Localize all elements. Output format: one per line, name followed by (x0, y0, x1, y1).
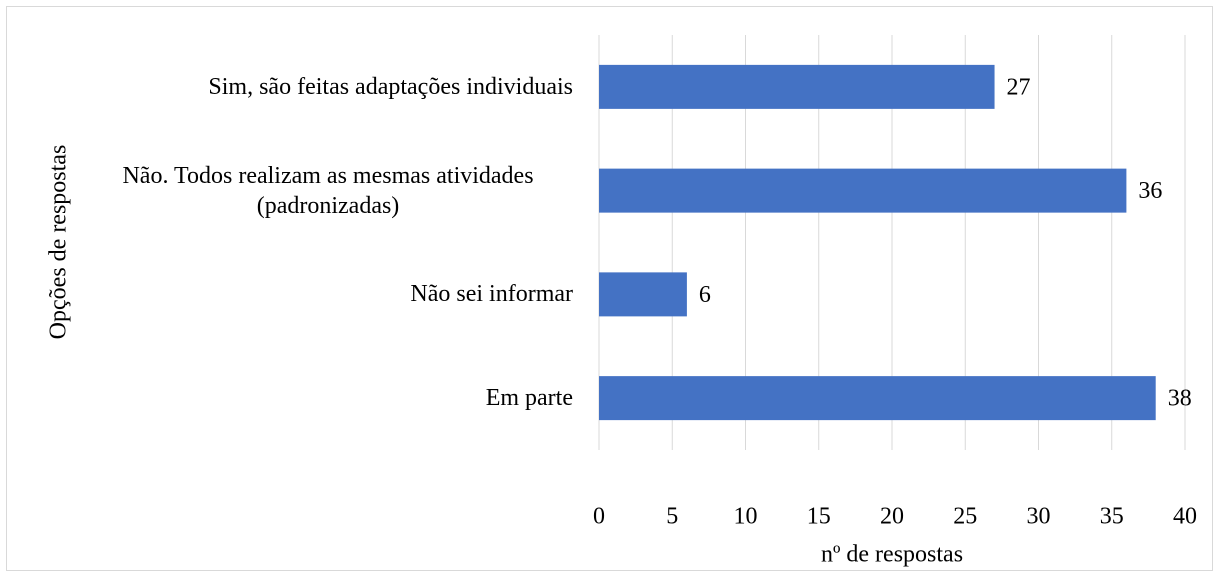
data-label: 6 (699, 282, 711, 308)
x-tick-label: 35 (1100, 504, 1124, 530)
x-tick-label: 15 (807, 504, 831, 530)
bar (599, 168, 1127, 213)
y-tick-label: Não sei informar (410, 281, 573, 308)
y-tick-label: Não. Todos realizam as mesmas atividades… (122, 162, 534, 219)
x-tick-label: 5 (666, 504, 678, 530)
x-tick-label: 25 (953, 504, 977, 530)
data-label: 27 (1007, 74, 1031, 100)
bar (599, 272, 687, 317)
y-axis-title: Opções de respostas (46, 145, 72, 340)
x-tick-label: 0 (593, 504, 605, 530)
x-tick-label: 40 (1173, 504, 1197, 530)
y-tick-label: Sim, são feitas adaptações individuais (208, 73, 573, 100)
data-label: 38 (1168, 386, 1192, 412)
x-tick-label: 20 (880, 504, 904, 530)
data-label: 36 (1138, 178, 1162, 204)
bar (599, 376, 1156, 421)
x-axis-title: nº de respostas (821, 542, 963, 568)
x-tick-label: 30 (1027, 504, 1051, 530)
bar (599, 64, 995, 109)
y-tick-label: Em parte (485, 385, 573, 412)
x-tick-label: 10 (734, 504, 758, 530)
